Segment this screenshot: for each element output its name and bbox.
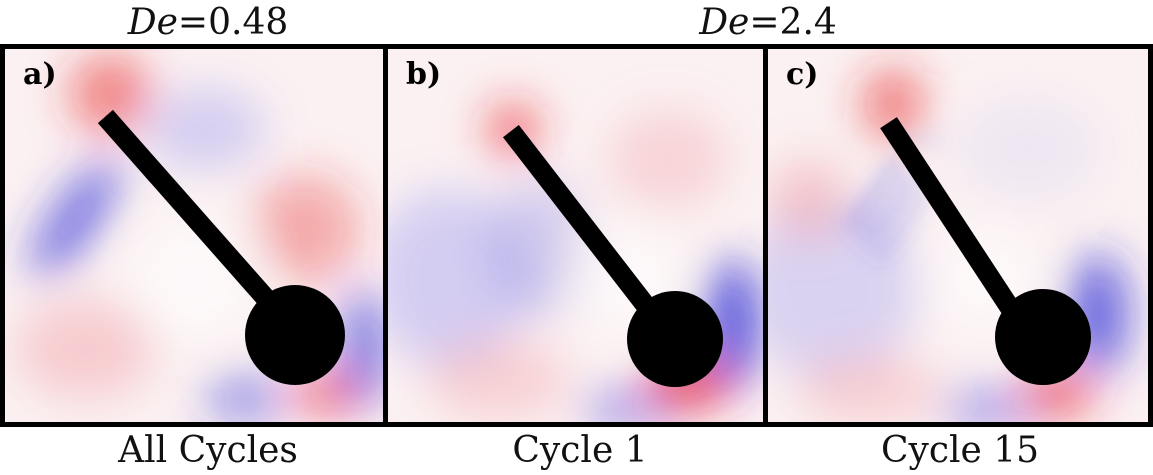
pendulum-b (502, 124, 723, 387)
pendulum-a (97, 109, 345, 385)
pendulum-c (880, 117, 1091, 385)
panel-b: b) (383, 44, 773, 427)
panel-a-letter: a) (23, 57, 57, 92)
wake-streaks-c (845, 134, 945, 261)
panel-c: c) (763, 44, 1153, 427)
panel-c-letter: c) (786, 57, 819, 92)
flow-field-b (388, 104, 763, 422)
deborah-label-right: De=2.4 (699, 2, 837, 43)
deborah-label-left: De=0.48 (127, 2, 289, 43)
caption-b: Cycle 1 (512, 430, 648, 471)
flow-field-c (768, 69, 1128, 422)
panel-a: a) (0, 44, 393, 427)
flow-field-a (15, 54, 388, 422)
caption-c: Cycle 15 (880, 430, 1040, 471)
caption-a: All Cycles (118, 430, 298, 471)
panel-b-letter: b) (406, 57, 442, 92)
